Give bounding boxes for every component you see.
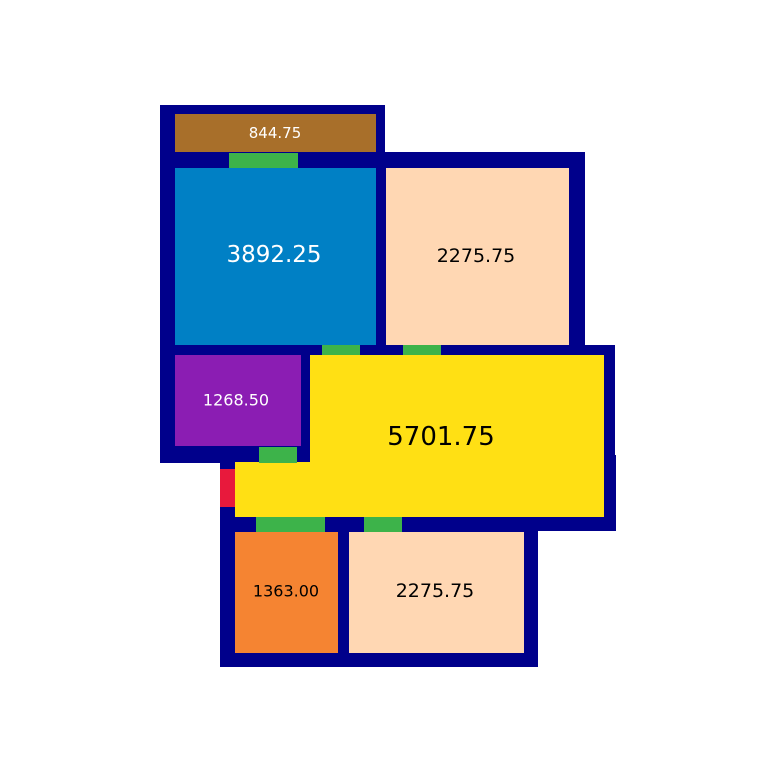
entrance-door — [220, 469, 235, 507]
area-label-yellow: 5701.75 — [387, 422, 495, 452]
door-peach-lower-yellow — [364, 517, 402, 532]
area-label-purple: 1268.50 — [203, 391, 269, 410]
room-blue — [175, 168, 376, 345]
area-label-peach-upper: 2275.75 — [437, 245, 516, 267]
door-top-strip-blue — [229, 153, 298, 168]
door-purple-yellow — [259, 447, 297, 463]
room-peach-lower — [349, 532, 524, 653]
room-purple — [175, 355, 301, 446]
area-label-peach-lower: 2275.75 — [396, 580, 475, 602]
room-top-strip — [175, 114, 376, 152]
doors — [229, 153, 441, 532]
area-label-orange: 1363.00 — [253, 582, 319, 601]
room-peach-upper — [386, 168, 569, 345]
area-label-top-strip: 844.75 — [249, 124, 302, 142]
door-blue-yellow — [322, 345, 360, 355]
door-orange-yellow — [256, 517, 325, 532]
door-peach-upper-yellow — [403, 345, 441, 355]
room-orange — [235, 532, 338, 653]
area-label-blue: 3892.25 — [226, 242, 321, 268]
room-yellow — [235, 355, 604, 517]
